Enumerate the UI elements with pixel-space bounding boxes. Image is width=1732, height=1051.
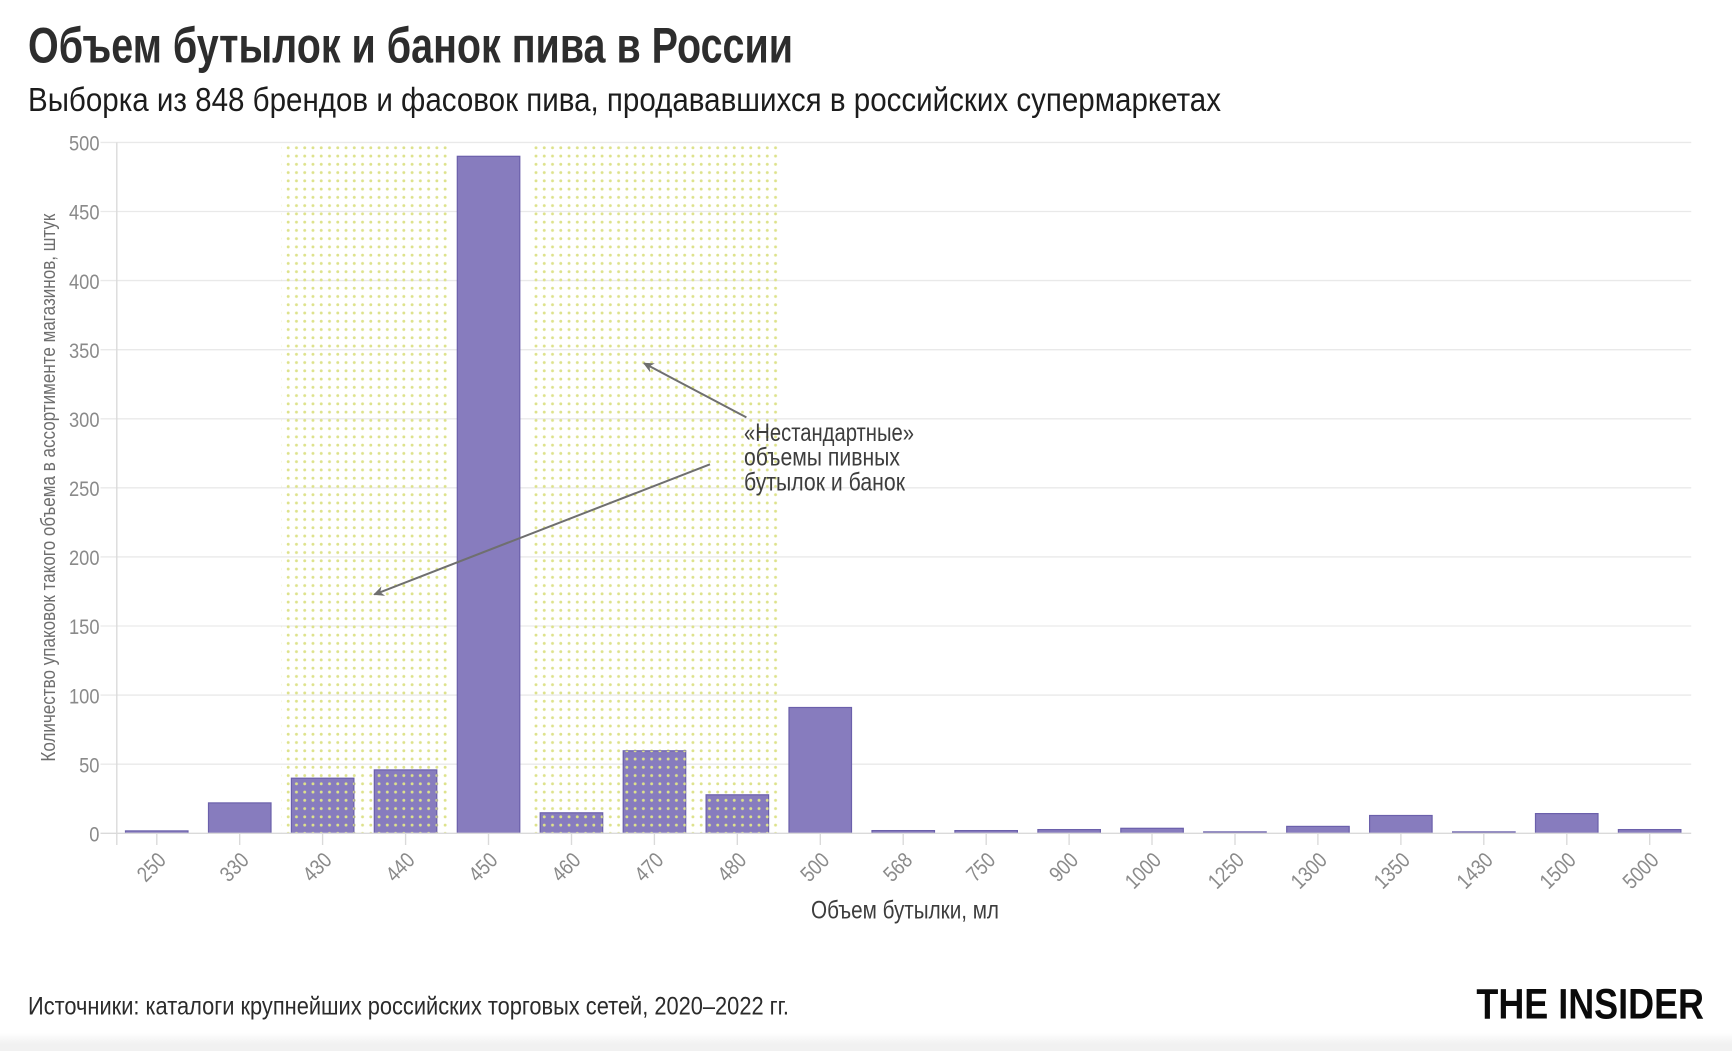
svg-text:«Нестандартные»: «Нестандартные» xyxy=(744,419,914,447)
svg-text:350: 350 xyxy=(69,339,100,363)
svg-text:300: 300 xyxy=(69,408,100,432)
svg-text:500: 500 xyxy=(69,132,100,156)
svg-text:бутылок и банок: бутылок и банок xyxy=(744,468,906,496)
svg-text:400: 400 xyxy=(69,270,100,294)
svg-text:THE INSIDER: THE INSIDER xyxy=(1476,981,1704,1029)
svg-text:Объем бутылки, мл: Объем бутылки, мл xyxy=(811,897,999,925)
svg-text:250: 250 xyxy=(69,477,100,501)
svg-text:Объем бутылок и банок пива в Р: Объем бутылок и банок пива в России xyxy=(28,17,793,73)
svg-text:100: 100 xyxy=(69,684,100,708)
svg-text:Количество упаковок такого объ: Количество упаковок такого объема в ассо… xyxy=(38,213,60,761)
svg-text:объемы пивных: объемы пивных xyxy=(744,444,900,472)
svg-text:0: 0 xyxy=(89,823,99,847)
svg-text:Источники: каталоги крупнейших: Источники: каталоги крупнейших российски… xyxy=(28,992,789,1020)
svg-text:450: 450 xyxy=(69,201,100,225)
svg-text:50: 50 xyxy=(79,753,99,777)
svg-text:150: 150 xyxy=(69,615,100,639)
svg-text:Выборка из 848 брендов и фасов: Выборка из 848 брендов и фасовок пива, п… xyxy=(28,81,1221,118)
svg-text:200: 200 xyxy=(69,546,100,570)
